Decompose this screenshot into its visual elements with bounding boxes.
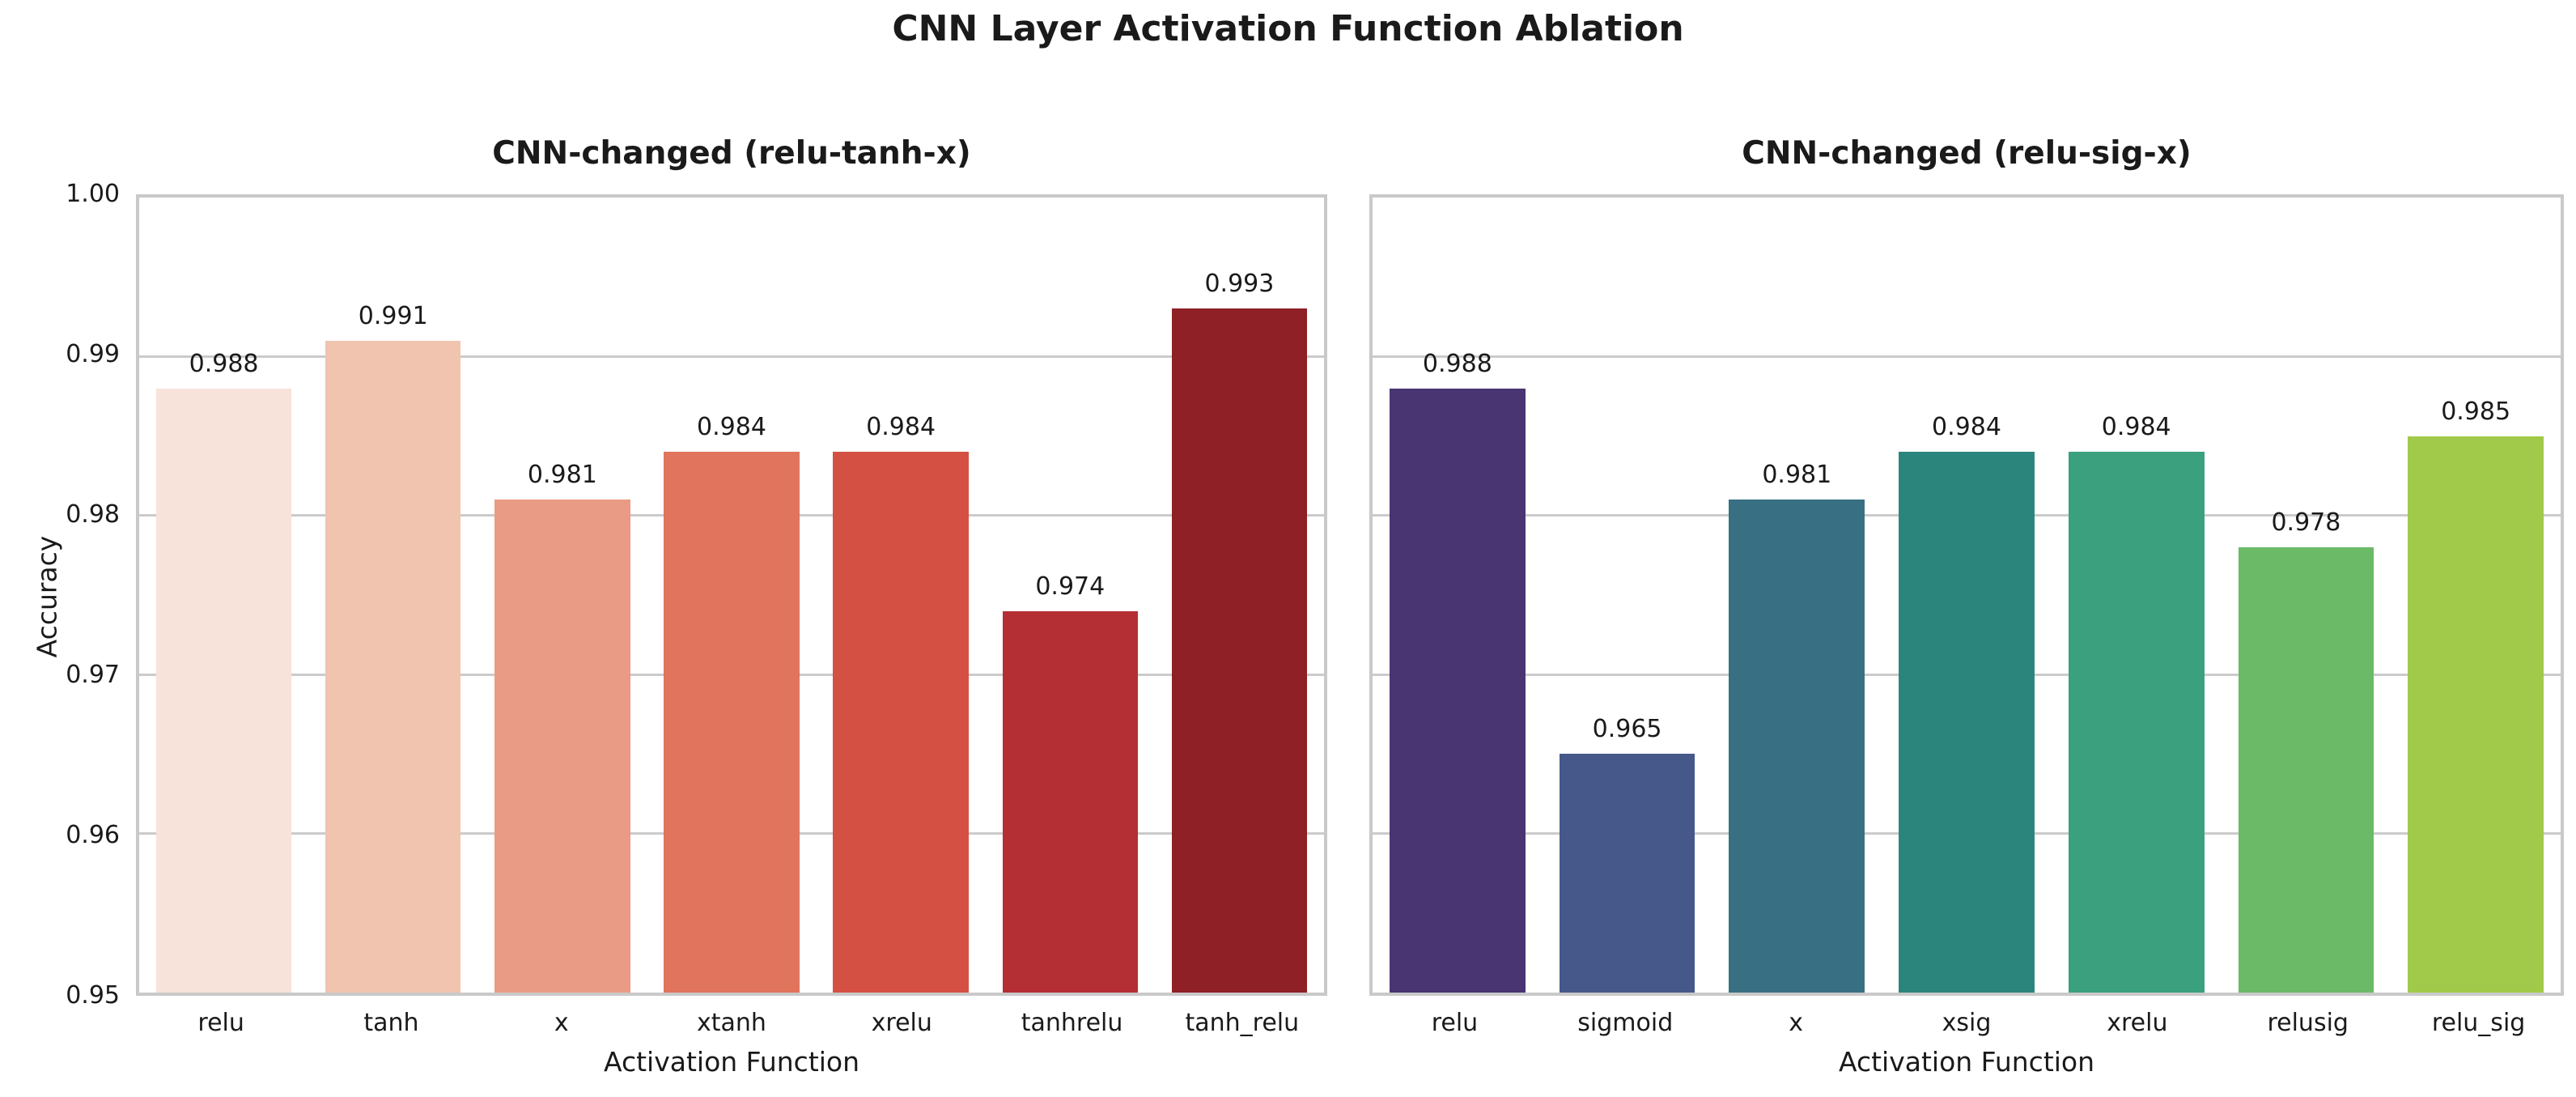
left-subplot: CNN-changed (relu-tanh-x) 0.988 0.991 0.98… — [136, 121, 1327, 1078]
bar-value-label: 0.984 — [1932, 413, 2001, 442]
x-tick-xrelu: xrelu — [871, 1009, 932, 1037]
plot-area-left: 0.988 0.991 0.981 0.984 0.984 0.974 0.993 — [136, 194, 1327, 996]
x-tick-labels-right: relu sigmoid x xsig xrelu relusig relu_sig — [1369, 996, 2564, 1044]
subplot-title-left: CNN-changed (relu-tanh-x) — [492, 135, 971, 172]
bar-value-label: 0.985 — [2441, 397, 2511, 426]
bar-xrelu — [2068, 452, 2205, 993]
bar-x — [1729, 500, 1865, 993]
bar-tanh_relu — [1171, 308, 1308, 993]
x-tick-tanhrelu: tanhrelu — [1021, 1009, 1123, 1037]
gridline — [1373, 355, 2561, 358]
x-tick-relu: relu — [1431, 1009, 1479, 1037]
y-tick-0.98: 0.98 — [66, 500, 120, 529]
x-tick-x: x — [1789, 1009, 1804, 1037]
bar-relu_sig — [2408, 436, 2544, 993]
bar-value-label: 0.988 — [1422, 349, 1492, 378]
bar-value-label: 0.984 — [697, 413, 766, 442]
right-subplot: CNN-changed (relu-sig-x) 0.988 0.965 0.981… — [1369, 121, 2564, 1078]
x-tick-tanh: tanh — [363, 1009, 419, 1037]
x-tick-relusig: relusig — [2267, 1009, 2349, 1037]
y-tick-0.95: 0.95 — [66, 981, 120, 1010]
bar-x — [494, 500, 630, 993]
bar-relusig — [2238, 547, 2374, 993]
x-tick-xsig: xsig — [1942, 1009, 1992, 1037]
bar-value-label: 0.981 — [527, 461, 597, 490]
bar-value-label: 0.988 — [189, 349, 259, 378]
gridline — [139, 355, 1324, 358]
bar-tanh — [325, 340, 461, 993]
x-tick-labels-left: relu tanh x xtanh xrelu tanhrelu tanh_relu — [136, 996, 1327, 1044]
x-tick-xtanh: xtanh — [697, 1009, 766, 1037]
x-tick-xrelu: xrelu — [2107, 1009, 2168, 1037]
subplot-title-right: CNN-changed (relu-sig-x) — [1742, 135, 2192, 172]
x-axis-label-left: Activation Function — [603, 1046, 860, 1078]
x-tick-x: x — [554, 1009, 569, 1037]
plot-area-right: 0.988 0.965 0.981 0.984 0.984 0.978 0.985 — [1369, 194, 2564, 996]
bar-value-label: 0.978 — [2271, 508, 2341, 538]
x-tick-relu: relu — [197, 1009, 244, 1037]
x-tick-tanh_relu: tanh_relu — [1185, 1009, 1300, 1037]
bar-relu — [155, 388, 292, 993]
bar-relu — [1389, 388, 1526, 993]
bar-value-label: 0.993 — [1204, 270, 1275, 299]
bar-xsig — [1899, 452, 2035, 993]
bar-value-label: 0.981 — [1762, 461, 1832, 490]
bar-value-label: 0.984 — [2101, 413, 2171, 442]
x-axis-label-right: Activation Function — [1838, 1046, 2095, 1078]
bar-value-label: 0.974 — [1035, 572, 1106, 601]
bar-value-label: 0.991 — [358, 301, 428, 330]
y-axis-label: Accuracy — [31, 535, 63, 658]
bar-value-label: 0.984 — [866, 413, 936, 442]
x-tick-relu_sig: relu_sig — [2431, 1009, 2526, 1037]
y-tick-0.97: 0.97 — [66, 661, 120, 689]
y-tick-0.99: 0.99 — [66, 340, 120, 368]
figure-title: CNN Layer Activation Function Ablation — [892, 8, 1684, 49]
bar-xrelu — [833, 452, 969, 993]
bar-sigmoid — [1559, 754, 1695, 993]
bar-value-label: 0.965 — [1592, 715, 1662, 744]
bar-tanhrelu — [1002, 610, 1138, 993]
y-tick-0.96: 0.96 — [66, 821, 120, 849]
x-tick-sigmoid: sigmoid — [1577, 1009, 1674, 1037]
y-tick-1.00: 1.00 — [66, 180, 120, 208]
bar-xtanh — [664, 452, 800, 993]
